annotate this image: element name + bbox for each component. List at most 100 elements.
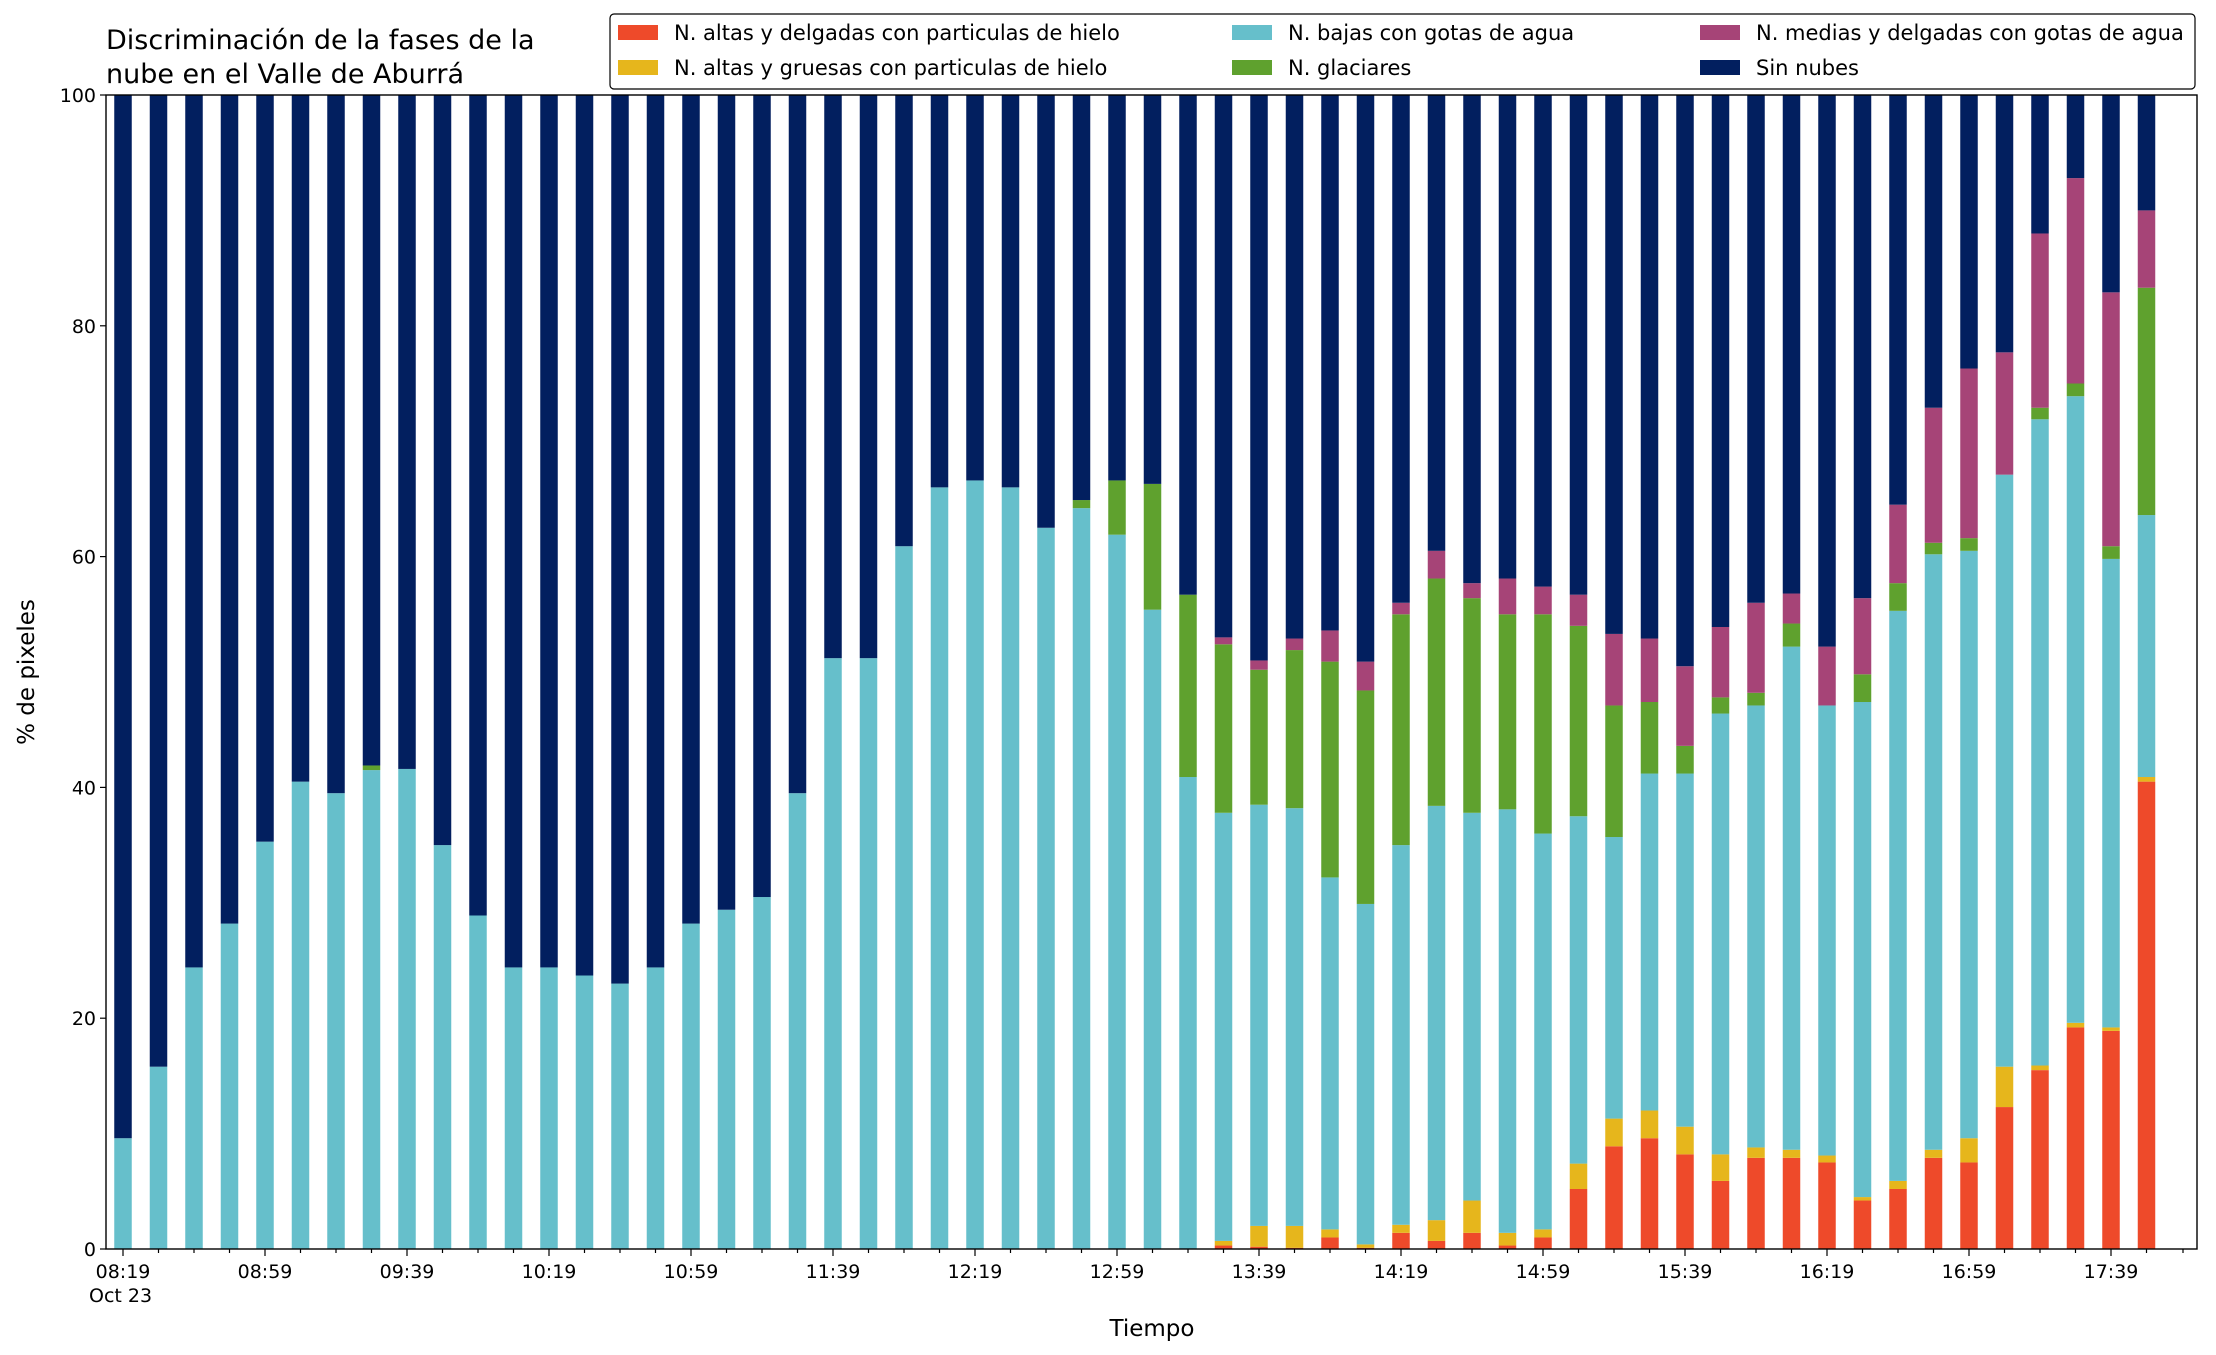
bar-segment: [717, 95, 736, 910]
bar-segment: [1889, 1188, 1907, 1249]
bar-segment: [1924, 1157, 1943, 1249]
bar-segment: [895, 546, 913, 1249]
bar-segment: [220, 95, 239, 924]
bar-segment: [1960, 95, 1978, 369]
bar-segment: [362, 770, 381, 1249]
bar-segment: [1285, 638, 1304, 651]
bar-segment: [1569, 95, 1588, 595]
bar-segment: [1214, 812, 1233, 1241]
bar-segment: [2031, 1065, 2049, 1071]
bar-segment: [1072, 95, 1091, 501]
bar-segment: [1889, 583, 1907, 611]
bar-segment: [1427, 1240, 1446, 1249]
bar-segment: [1747, 1157, 1765, 1249]
bar-segment: [859, 95, 878, 659]
bar-segment: [1427, 550, 1446, 579]
bar-segment: [1534, 1229, 1552, 1238]
bar-segment: [1356, 1244, 1375, 1248]
x-tick-label: 17:39: [2084, 1261, 2139, 1283]
bar-segment: [1285, 808, 1304, 1226]
bar-segment: [1534, 1237, 1552, 1249]
bar-segment: [1640, 638, 1659, 703]
bar-segment: [1711, 95, 1730, 627]
bar-segment: [2031, 407, 2049, 420]
bar-segment: [1960, 550, 1978, 1139]
x-tick-label: 08:19: [96, 1261, 151, 1283]
bar-segment: [1143, 609, 1162, 1249]
bar-segment: [1321, 630, 1339, 662]
legend-label: N. medias y delgadas con gotas de agua: [1756, 21, 2184, 45]
bar-segment: [256, 95, 274, 842]
bar-segment: [504, 95, 523, 968]
bar-segment: [1179, 95, 1197, 595]
bar-segment: [1285, 650, 1304, 809]
bar-segment: [2031, 233, 2049, 408]
bar-segment: [1463, 598, 1481, 813]
bar-segment: [1853, 702, 1872, 1198]
bar-segment: [611, 983, 629, 1249]
bar-segment: [2066, 396, 2085, 1023]
bar-segment: [1711, 713, 1730, 1155]
bar-segment: [1392, 845, 1410, 1225]
bar-segment: [327, 793, 345, 1249]
bar-segment: [149, 1066, 168, 1249]
bar-segment: [1179, 777, 1197, 1249]
bar-segment: [1782, 95, 1801, 594]
bar-segment: [1711, 1154, 1730, 1181]
x-tick-label: 11:39: [806, 1261, 861, 1283]
bar-segment: [1889, 610, 1907, 1181]
bar-segment: [1321, 95, 1339, 631]
bar-segment: [1995, 352, 2014, 475]
bar-segment: [1889, 504, 1907, 584]
bar-segment: [1498, 95, 1517, 579]
bar-segment: [1534, 95, 1552, 587]
bar-segment: [2137, 777, 2156, 782]
bar-segment: [1995, 474, 2014, 1067]
bar-segment: [2102, 292, 2120, 547]
bar-segment: [1569, 1163, 1588, 1189]
bar-segment: [1640, 95, 1659, 639]
bar-segment: [2066, 1027, 2085, 1249]
legend-swatch: [1700, 60, 1740, 75]
legend-label: N. altas y gruesas con particulas de hie…: [674, 56, 1107, 80]
bar-segment: [1427, 95, 1446, 551]
y-axis-label: % de pixeles: [14, 599, 40, 745]
bar-segment: [1250, 1225, 1268, 1247]
bar-segment: [1214, 637, 1233, 645]
bar-segment: [966, 480, 984, 1249]
bar-segment: [1782, 1149, 1801, 1158]
x-tick-label: 12:59: [1090, 1261, 1145, 1283]
bar-segment: [1534, 833, 1552, 1230]
bar-segment: [1995, 95, 2014, 353]
bar-segment: [2066, 178, 2085, 384]
bar-segment: [469, 95, 487, 916]
bar-segment: [362, 765, 381, 771]
bar-segment: [1818, 1155, 1836, 1163]
bar-segment: [1747, 602, 1765, 693]
y-tick-label: 40: [72, 777, 96, 799]
bar-segment: [1143, 483, 1162, 610]
bar-segment: [362, 95, 381, 766]
legend-label: N. glaciares: [1288, 56, 1411, 80]
bar-segment: [1250, 1246, 1268, 1249]
x-axis-label: Tiempo: [1109, 1316, 1195, 1342]
legend-swatch: [1700, 25, 1740, 40]
bar-segment: [2102, 546, 2120, 559]
bar-segment: [895, 95, 913, 547]
bar-segment: [256, 841, 274, 1249]
bar-segment: [1853, 95, 1872, 599]
bar-segment: [1498, 578, 1517, 615]
bar-segment: [1072, 500, 1091, 509]
bar-segment: [1392, 1224, 1410, 1233]
x-tick-label: 14:19: [1374, 1261, 1429, 1283]
bar-segment: [1179, 594, 1197, 778]
bar-segment: [433, 845, 452, 1249]
bar-segment: [1818, 95, 1836, 647]
bar-segment: [1498, 809, 1517, 1233]
bar-segment: [2102, 1027, 2120, 1031]
bar-segment: [788, 95, 807, 794]
bar-segment: [1605, 633, 1623, 706]
bar-segment: [1108, 534, 1126, 1249]
bar-segment: [1995, 1066, 2014, 1108]
